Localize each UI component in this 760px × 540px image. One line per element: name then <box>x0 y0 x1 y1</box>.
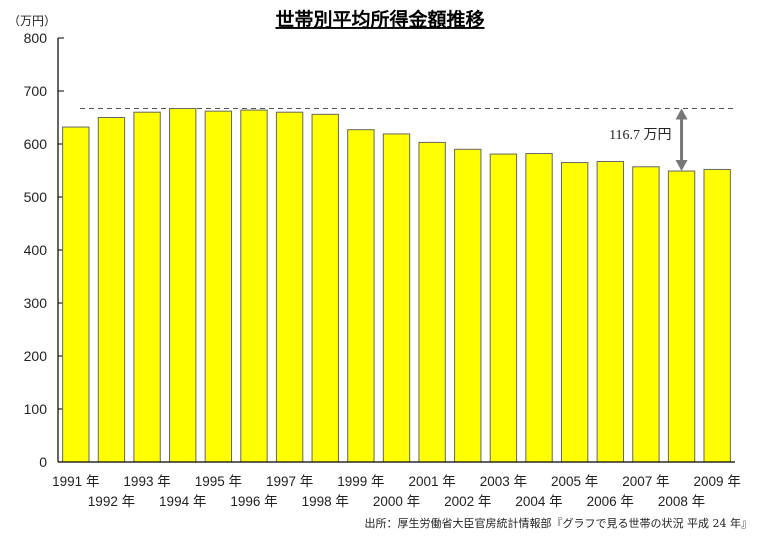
bar <box>418 141 446 463</box>
y-tick-label: 200 <box>24 348 48 364</box>
bar <box>204 110 233 463</box>
y-tick-label: 600 <box>24 136 48 152</box>
x-category-label: 2000 年 <box>373 494 420 509</box>
x-category-label: 1999 年 <box>337 474 384 489</box>
y-tick-label: 700 <box>24 83 48 99</box>
x-category-label: 1997 年 <box>266 474 313 489</box>
x-category-label: 1996 年 <box>230 494 277 509</box>
bar <box>97 117 126 463</box>
x-category-label: 1991 年 <box>52 474 99 489</box>
chart-title: 世帯別平均所得金額推移 <box>275 8 484 31</box>
source-note: 出所：厚生労働省大臣官房統計情報部『グラフで見る世帯の状況 平成 24 年』 <box>365 516 752 530</box>
arrow-head-down-icon <box>675 160 688 172</box>
bar <box>347 129 375 463</box>
x-category-label: 2007 年 <box>622 474 669 489</box>
bar <box>632 166 660 463</box>
difference-label: 116.7 万円 <box>609 128 671 143</box>
bar <box>454 148 482 463</box>
bar <box>596 160 624 463</box>
x-category-label: 1995 年 <box>195 474 242 489</box>
bar <box>62 126 90 463</box>
x-category-label: 2003 年 <box>480 474 527 489</box>
y-tick-label: 500 <box>24 189 48 205</box>
bar <box>133 111 161 463</box>
x-category-label: 2009 年 <box>694 474 741 489</box>
bar <box>311 113 339 463</box>
bar <box>489 153 518 463</box>
bar <box>169 107 197 463</box>
y-tick-label: 300 <box>24 295 48 311</box>
y-tick-label: 800 <box>24 30 48 46</box>
x-category-label: 2001 年 <box>408 474 455 489</box>
arrow-head-up-icon <box>675 108 688 120</box>
bar <box>525 153 553 463</box>
x-axis-categories: 1991 年 1992 年 1993 年 1994 年 1995 年 1996 年 1997… <box>52 474 741 509</box>
difference-annotation: 116.7 万円 <box>609 108 688 172</box>
bar <box>240 109 268 463</box>
x-category-label: 1994 年 <box>159 494 206 509</box>
x-category-label: 2006 年 <box>587 494 634 509</box>
bar <box>560 162 589 463</box>
x-category-label: 1993 年 <box>123 474 170 489</box>
bars <box>62 107 731 463</box>
x-category-label: 2004 年 <box>515 494 562 509</box>
bar <box>275 111 304 463</box>
y-axis-unit-label: （万円） <box>8 14 56 28</box>
x-category-label: 1992 年 <box>88 494 135 509</box>
bar <box>703 168 731 463</box>
bar <box>667 170 696 463</box>
x-category-label: 1998 年 <box>302 494 349 509</box>
y-tick-label: 400 <box>24 242 48 258</box>
y-tick-label: 0 <box>39 454 47 470</box>
x-category-label: 2005 年 <box>551 474 598 489</box>
y-tick-label: 100 <box>24 401 48 417</box>
x-category-label: 2002 年 <box>444 494 491 509</box>
bar <box>382 133 411 463</box>
x-category-label: 2008 年 <box>658 494 705 509</box>
y-axis-ticks: 0 100 200 300 400 500 600 700 800 <box>24 30 64 470</box>
